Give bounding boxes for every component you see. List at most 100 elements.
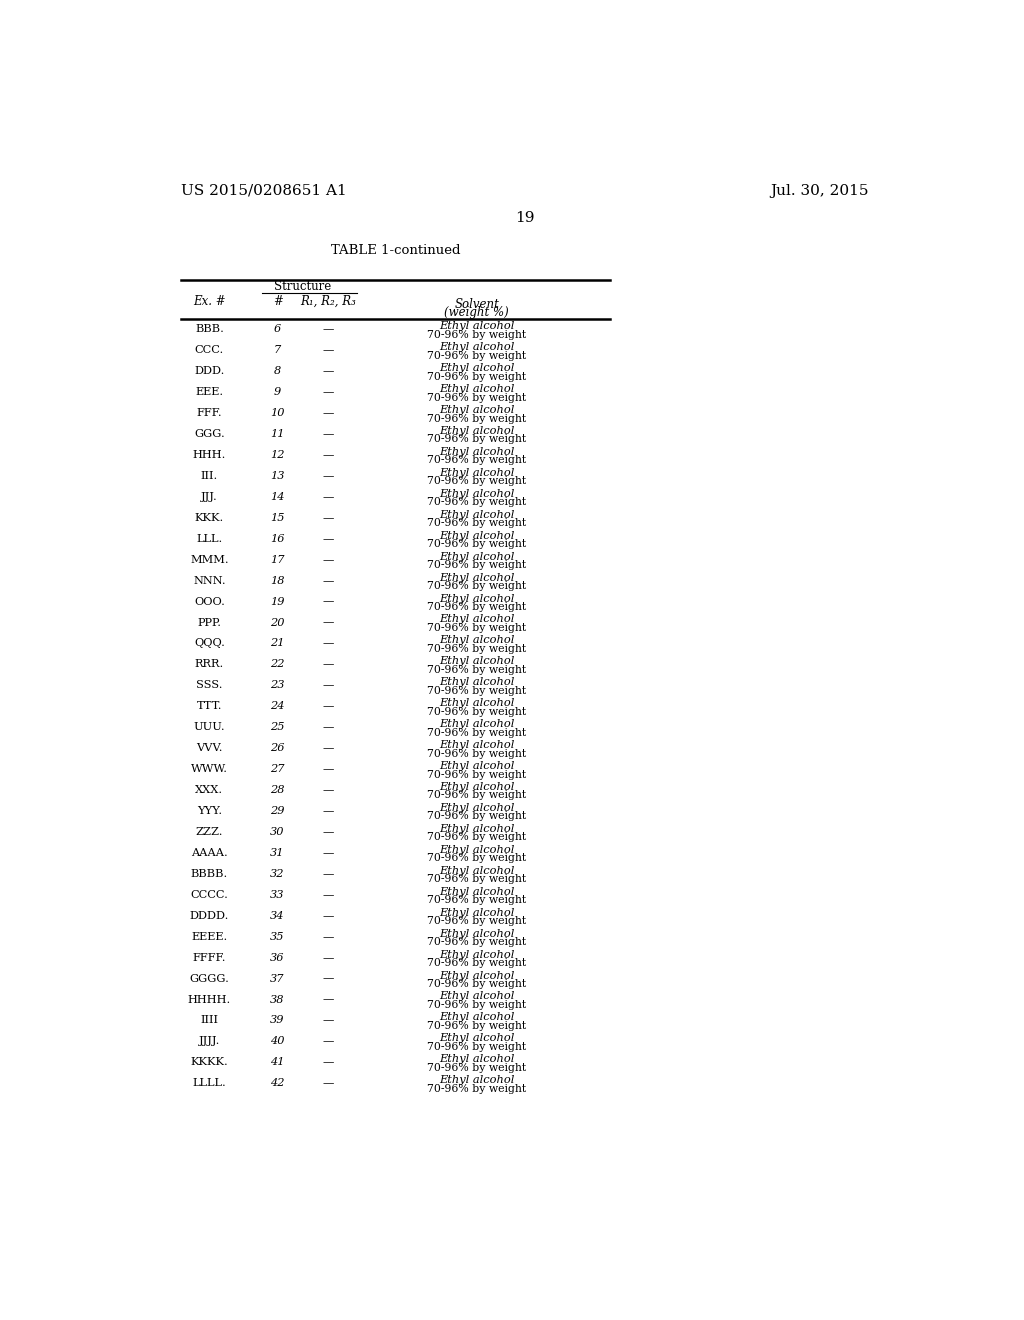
Text: 70-96% by weight: 70-96% by weight [427,644,526,653]
Text: —: — [323,1057,334,1068]
Text: 34: 34 [270,911,285,921]
Text: 70-96% by weight: 70-96% by weight [427,498,526,507]
Text: Ethyl alcohol: Ethyl alcohol [439,615,514,624]
Text: 70-96% by weight: 70-96% by weight [427,560,526,570]
Text: 19: 19 [270,597,285,607]
Text: Ethyl alcohol: Ethyl alcohol [439,1076,514,1085]
Text: 70-96% by weight: 70-96% by weight [427,351,526,360]
Text: 28: 28 [270,785,285,795]
Text: 70-96% by weight: 70-96% by weight [427,519,526,528]
Text: Ethyl alcohol: Ethyl alcohol [439,426,514,436]
Text: Ethyl alcohol: Ethyl alcohol [439,824,514,834]
Text: Ethyl alcohol: Ethyl alcohol [439,929,514,939]
Text: —: — [323,387,334,397]
Text: —: — [323,785,334,795]
Text: TTT.: TTT. [197,701,222,711]
Text: —: — [323,828,334,837]
Text: 22: 22 [270,660,285,669]
Text: Ethyl alcohol: Ethyl alcohol [439,908,514,917]
Text: Ethyl alcohol: Ethyl alcohol [439,1055,514,1064]
Text: 21: 21 [270,639,285,648]
Text: BBBB.: BBBB. [190,869,228,879]
Text: 27: 27 [270,764,285,774]
Text: 33: 33 [270,890,285,900]
Text: 70-96% by weight: 70-96% by weight [427,392,526,403]
Text: Ethyl alcohol: Ethyl alcohol [439,594,514,603]
Text: 70-96% by weight: 70-96% by weight [427,434,526,445]
Text: Ethyl alcohol: Ethyl alcohol [439,887,514,896]
Text: Ethyl alcohol: Ethyl alcohol [439,384,514,395]
Text: —: — [323,639,334,648]
Text: KKKK.: KKKK. [190,1057,228,1068]
Text: UUU.: UUU. [194,722,225,733]
Text: 9: 9 [274,387,282,397]
Text: 70-96% by weight: 70-96% by weight [427,539,526,549]
Text: —: — [323,660,334,669]
Text: —: — [323,932,334,941]
Text: 70-96% by weight: 70-96% by weight [427,623,526,634]
Text: 70-96% by weight: 70-96% by weight [427,1084,526,1094]
Text: Ethyl alcohol: Ethyl alcohol [439,1034,514,1043]
Text: —: — [323,764,334,774]
Text: YYY.: YYY. [197,807,222,816]
Text: HHHH.: HHHH. [187,994,231,1005]
Text: 70-96% by weight: 70-96% by weight [427,727,526,738]
Text: 70-96% by weight: 70-96% by weight [427,791,526,800]
Text: 16: 16 [270,533,285,544]
Text: CCC.: CCC. [195,346,224,355]
Text: 70-96% by weight: 70-96% by weight [427,853,526,863]
Text: 18: 18 [270,576,285,586]
Text: 70-96% by weight: 70-96% by weight [427,916,526,927]
Text: PPP.: PPP. [198,618,221,627]
Text: RRR.: RRR. [195,660,224,669]
Text: III.: III. [201,471,218,480]
Text: 70-96% by weight: 70-96% by weight [427,706,526,717]
Text: Ethyl alcohol: Ethyl alcohol [439,991,514,1002]
Text: Ethyl alcohol: Ethyl alcohol [439,1012,514,1023]
Text: DDDD.: DDDD. [189,911,229,921]
Text: —: — [323,807,334,816]
Text: Ethyl alcohol: Ethyl alcohol [439,803,514,813]
Text: HHH.: HHH. [193,450,226,459]
Text: Ethyl alcohol: Ethyl alcohol [439,762,514,771]
Text: R₁, R₂, R₃: R₁, R₂, R₃ [300,296,356,308]
Text: —: — [323,890,334,900]
Text: —: — [323,492,334,502]
Text: SSS.: SSS. [197,680,222,690]
Text: —: — [323,554,334,565]
Text: Ethyl alcohol: Ethyl alcohol [439,698,514,709]
Text: 41: 41 [270,1057,285,1068]
Text: 70-96% by weight: 70-96% by weight [427,1001,526,1010]
Text: 70-96% by weight: 70-96% by weight [427,895,526,906]
Text: 38: 38 [270,994,285,1005]
Text: —: — [323,994,334,1005]
Text: Ethyl alcohol: Ethyl alcohol [439,573,514,582]
Text: 24: 24 [270,701,285,711]
Text: 20: 20 [270,618,285,627]
Text: 29: 29 [270,807,285,816]
Text: 42: 42 [270,1078,285,1088]
Text: Ethyl alcohol: Ethyl alcohol [439,510,514,520]
Text: Ethyl alcohol: Ethyl alcohol [439,866,514,875]
Text: 31: 31 [270,847,285,858]
Text: KKK.: KKK. [195,513,224,523]
Text: 32: 32 [270,869,285,879]
Text: 70-96% by weight: 70-96% by weight [427,372,526,381]
Text: —: — [323,1078,334,1088]
Text: Ethyl alcohol: Ethyl alcohol [439,677,514,688]
Text: WWW.: WWW. [190,764,228,774]
Text: 14: 14 [270,492,285,502]
Text: Ethyl alcohol: Ethyl alcohol [439,741,514,750]
Text: 26: 26 [270,743,285,754]
Text: 30: 30 [270,828,285,837]
Text: —: — [323,408,334,418]
Text: ZZZ.: ZZZ. [196,828,223,837]
Text: Ethyl alcohol: Ethyl alcohol [439,635,514,645]
Text: —: — [323,847,334,858]
Text: —: — [323,701,334,711]
Text: CCCC.: CCCC. [190,890,228,900]
Text: 70-96% by weight: 70-96% by weight [427,874,526,884]
Text: 70-96% by weight: 70-96% by weight [427,602,526,612]
Text: 70-96% by weight: 70-96% by weight [427,413,526,424]
Text: GGG.: GGG. [194,429,224,440]
